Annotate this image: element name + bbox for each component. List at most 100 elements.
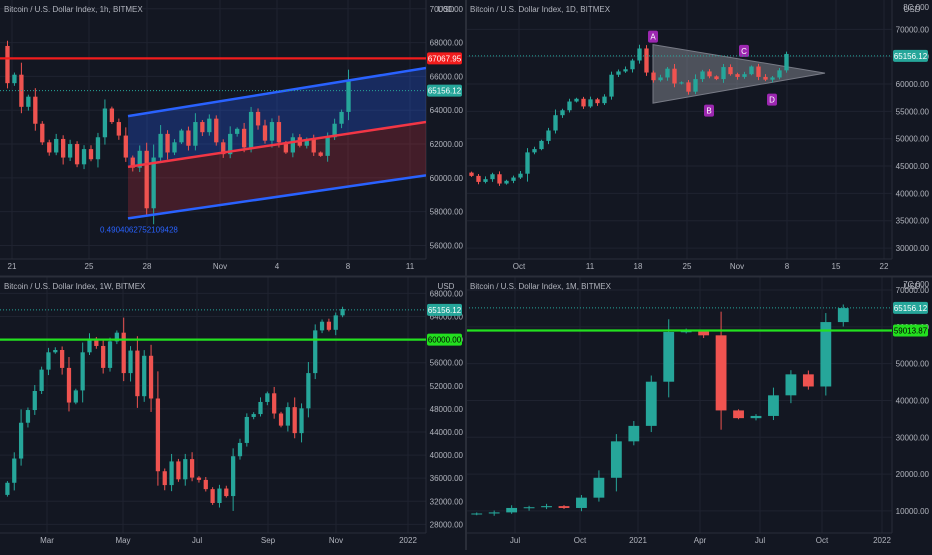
- y-tick-label: 50000.00: [896, 360, 930, 369]
- candle-body: [333, 315, 338, 330]
- x-tick-label: 28: [143, 262, 152, 271]
- candle-body: [686, 82, 691, 92]
- y-tick-label: 56000.00: [430, 359, 464, 368]
- x-tick-label: 2022: [399, 536, 417, 545]
- candle-body: [237, 442, 243, 457]
- candle-body: [346, 79, 351, 112]
- candle-body: [332, 123, 337, 138]
- candle-body: [497, 174, 502, 184]
- x-tick-label: Apr: [694, 536, 707, 545]
- candle-body: [525, 152, 530, 174]
- candle-body: [231, 456, 236, 497]
- candle-body: [837, 308, 849, 323]
- candle-body: [81, 149, 87, 165]
- candle-body: [595, 99, 600, 104]
- candle-body: [158, 133, 163, 158]
- candle-body: [165, 133, 170, 153]
- candle-body: [116, 122, 121, 136]
- x-tick-label: Oct: [513, 262, 526, 271]
- candle-body: [46, 352, 51, 370]
- pattern-point-marker: [704, 104, 714, 117]
- channel-upper-line: [127, 66, 426, 118]
- x-tick-label: Oct: [816, 536, 829, 545]
- candle-body: [588, 99, 593, 107]
- y-tick-label: 35000.00: [896, 217, 930, 226]
- y-tick-label-top: 7C 000: [903, 280, 929, 289]
- candle-body: [265, 393, 270, 402]
- candle-body: [95, 137, 101, 160]
- candle-body: [663, 332, 675, 382]
- candle-body: [292, 407, 297, 434]
- currency-label: USD: [438, 5, 455, 14]
- candle-body: [39, 369, 44, 391]
- candle-body: [183, 459, 188, 480]
- candle-body: [672, 68, 677, 84]
- candle-body: [715, 335, 727, 411]
- candle-body: [714, 76, 719, 80]
- candle-body: [114, 332, 119, 342]
- candle-body: [504, 180, 509, 184]
- candle-body: [33, 96, 38, 124]
- y-tick-label: 52000.00: [430, 382, 464, 391]
- candle-body: [224, 488, 229, 497]
- y-tick-label: 66000.00: [430, 72, 464, 81]
- candle-body: [733, 410, 744, 419]
- chart-title: Bitcoin / U.S. Dollar Index, 1W, BITMEX: [4, 282, 146, 291]
- chart-panel-3: 28000.00 32000.00 36000.00 40000.00 44000.00…: [0, 277, 464, 545]
- candle-body: [251, 414, 256, 417]
- candle-body: [490, 174, 495, 180]
- x-tick-label: 11: [406, 262, 415, 271]
- y-tick-label: 50000.00: [896, 135, 930, 144]
- level-tag: [427, 52, 462, 65]
- channel-mid-line: [127, 120, 426, 169]
- candle-body: [186, 130, 191, 146]
- candle-body: [210, 489, 215, 503]
- y-tick-label-top: 8C 000: [903, 3, 929, 12]
- candle-body: [221, 142, 226, 155]
- candle-body: [304, 138, 309, 146]
- last-price-label: 65156.12: [428, 87, 462, 96]
- channel-lower-line: [127, 174, 426, 220]
- candle-body: [135, 350, 140, 397]
- candle-body: [651, 72, 656, 81]
- candle-body: [567, 101, 572, 111]
- candle-body: [311, 138, 316, 153]
- plot-area: [471, 304, 849, 516]
- candle-body: [179, 130, 184, 143]
- candle-body: [658, 77, 663, 81]
- candle-body: [269, 122, 275, 141]
- chart-title: Bitcoin / U.S. Dollar Index, 1h, BITMEX: [4, 5, 143, 14]
- y-tick-label: 60000.00: [430, 174, 464, 183]
- chart-panel-4: 10000.00 20000.00 30000.00 40000.00 50000.00…: [466, 277, 930, 545]
- candle-body: [299, 408, 304, 434]
- candle-body: [272, 393, 277, 414]
- x-tick-label: Nov: [329, 536, 343, 545]
- candle-body: [558, 506, 570, 508]
- x-tick-label: Nov: [213, 262, 227, 271]
- candle-body: [241, 128, 247, 148]
- candle-body: [176, 461, 181, 480]
- candle-body: [60, 350, 65, 368]
- candle-body: [121, 332, 126, 374]
- currency-label: USD: [438, 282, 455, 291]
- y-tick-label: 48000.00: [430, 405, 464, 414]
- y-tick-label: 68000.00: [430, 39, 464, 48]
- x-tick-label: 8: [346, 262, 351, 271]
- last-price-tag: [893, 49, 928, 62]
- y-tick-label: 62000.00: [430, 140, 464, 149]
- y-tick-label: 36000.00: [430, 474, 464, 483]
- pattern-point-label: B: [706, 107, 711, 116]
- candle-body: [306, 373, 311, 409]
- candle-body: [679, 82, 684, 84]
- y-tick-label: 30000.00: [896, 244, 930, 253]
- candle-body: [644, 48, 649, 73]
- candle-body: [777, 70, 782, 78]
- candle-body: [313, 330, 318, 374]
- x-tick-label: Sep: [261, 536, 276, 545]
- channel-upper-fill: [128, 67, 426, 167]
- y-tick-label: 70000.00: [896, 25, 930, 34]
- x-tick-label: 25: [683, 262, 692, 271]
- y-tick-label: 56000.00: [430, 241, 464, 250]
